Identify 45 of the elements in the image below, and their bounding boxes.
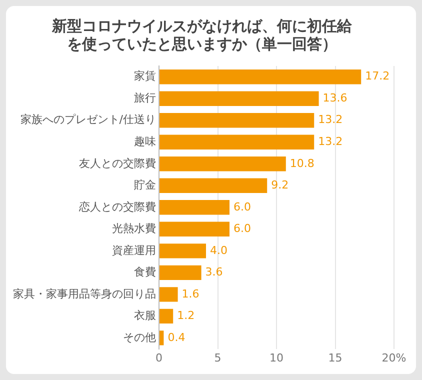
data-label: 17.2 <box>365 70 390 83</box>
data-label: 1.6 <box>182 287 200 300</box>
bar <box>160 200 230 215</box>
data-label: 0.4 <box>168 330 186 344</box>
data-label: 6.0 <box>234 222 251 236</box>
bar <box>160 156 286 172</box>
y-tick-label: 家賃 <box>134 70 156 83</box>
data-label: 4.0 <box>210 244 228 257</box>
y-tick-label: 恋人との交際費 <box>78 200 156 214</box>
y-tick-label: その他 <box>123 330 156 344</box>
y-tick-label: 友人との交際費 <box>79 156 156 170</box>
y-tick-label: 旅行 <box>134 91 156 104</box>
y-tick-label: 食費 <box>134 266 156 279</box>
bar <box>160 244 206 258</box>
x-tick-label: 5 <box>214 351 222 364</box>
chart-title: 新型コロナウイルスがなければ、何に初任給を使っていたと思いますか（単一回答） <box>51 16 353 53</box>
bar <box>160 330 164 346</box>
bar <box>160 308 174 324</box>
x-tick-label: 20% <box>382 351 406 364</box>
x-tick-label: 0 <box>156 351 162 364</box>
y-tick-label: 光熱水費 <box>112 222 156 236</box>
data-label: 13.2 <box>318 135 343 148</box>
bar <box>160 91 319 106</box>
y-tick-label: 資産運用 <box>112 244 156 257</box>
bar <box>160 70 362 84</box>
x-tick-label: 10 <box>270 351 284 364</box>
x-tick-label: 15 <box>328 351 342 364</box>
y-tick-label: 貯金 <box>134 178 156 192</box>
data-label: 13.6 <box>322 91 348 104</box>
bar <box>160 178 268 193</box>
bar <box>160 222 230 236</box>
data-label: 13.2 <box>318 113 343 126</box>
y-tick-label: 家族へのプレゼント/仕送り <box>20 113 156 126</box>
y-tick-label: 家具・家事用品等身の回り品 <box>13 287 156 300</box>
data-label: 1.2 <box>177 309 195 322</box>
bar <box>160 113 314 128</box>
bar <box>160 265 202 280</box>
bar <box>160 134 314 150</box>
y-tick-label: 衣服 <box>134 309 156 322</box>
data-label: 9.2 <box>271 178 289 192</box>
data-label: 3.6 <box>205 266 223 279</box>
data-label: 6.0 <box>234 200 251 214</box>
data-label: 10.8 <box>290 156 314 170</box>
y-tick-label: 趣味 <box>134 135 156 148</box>
bar <box>160 287 178 302</box>
